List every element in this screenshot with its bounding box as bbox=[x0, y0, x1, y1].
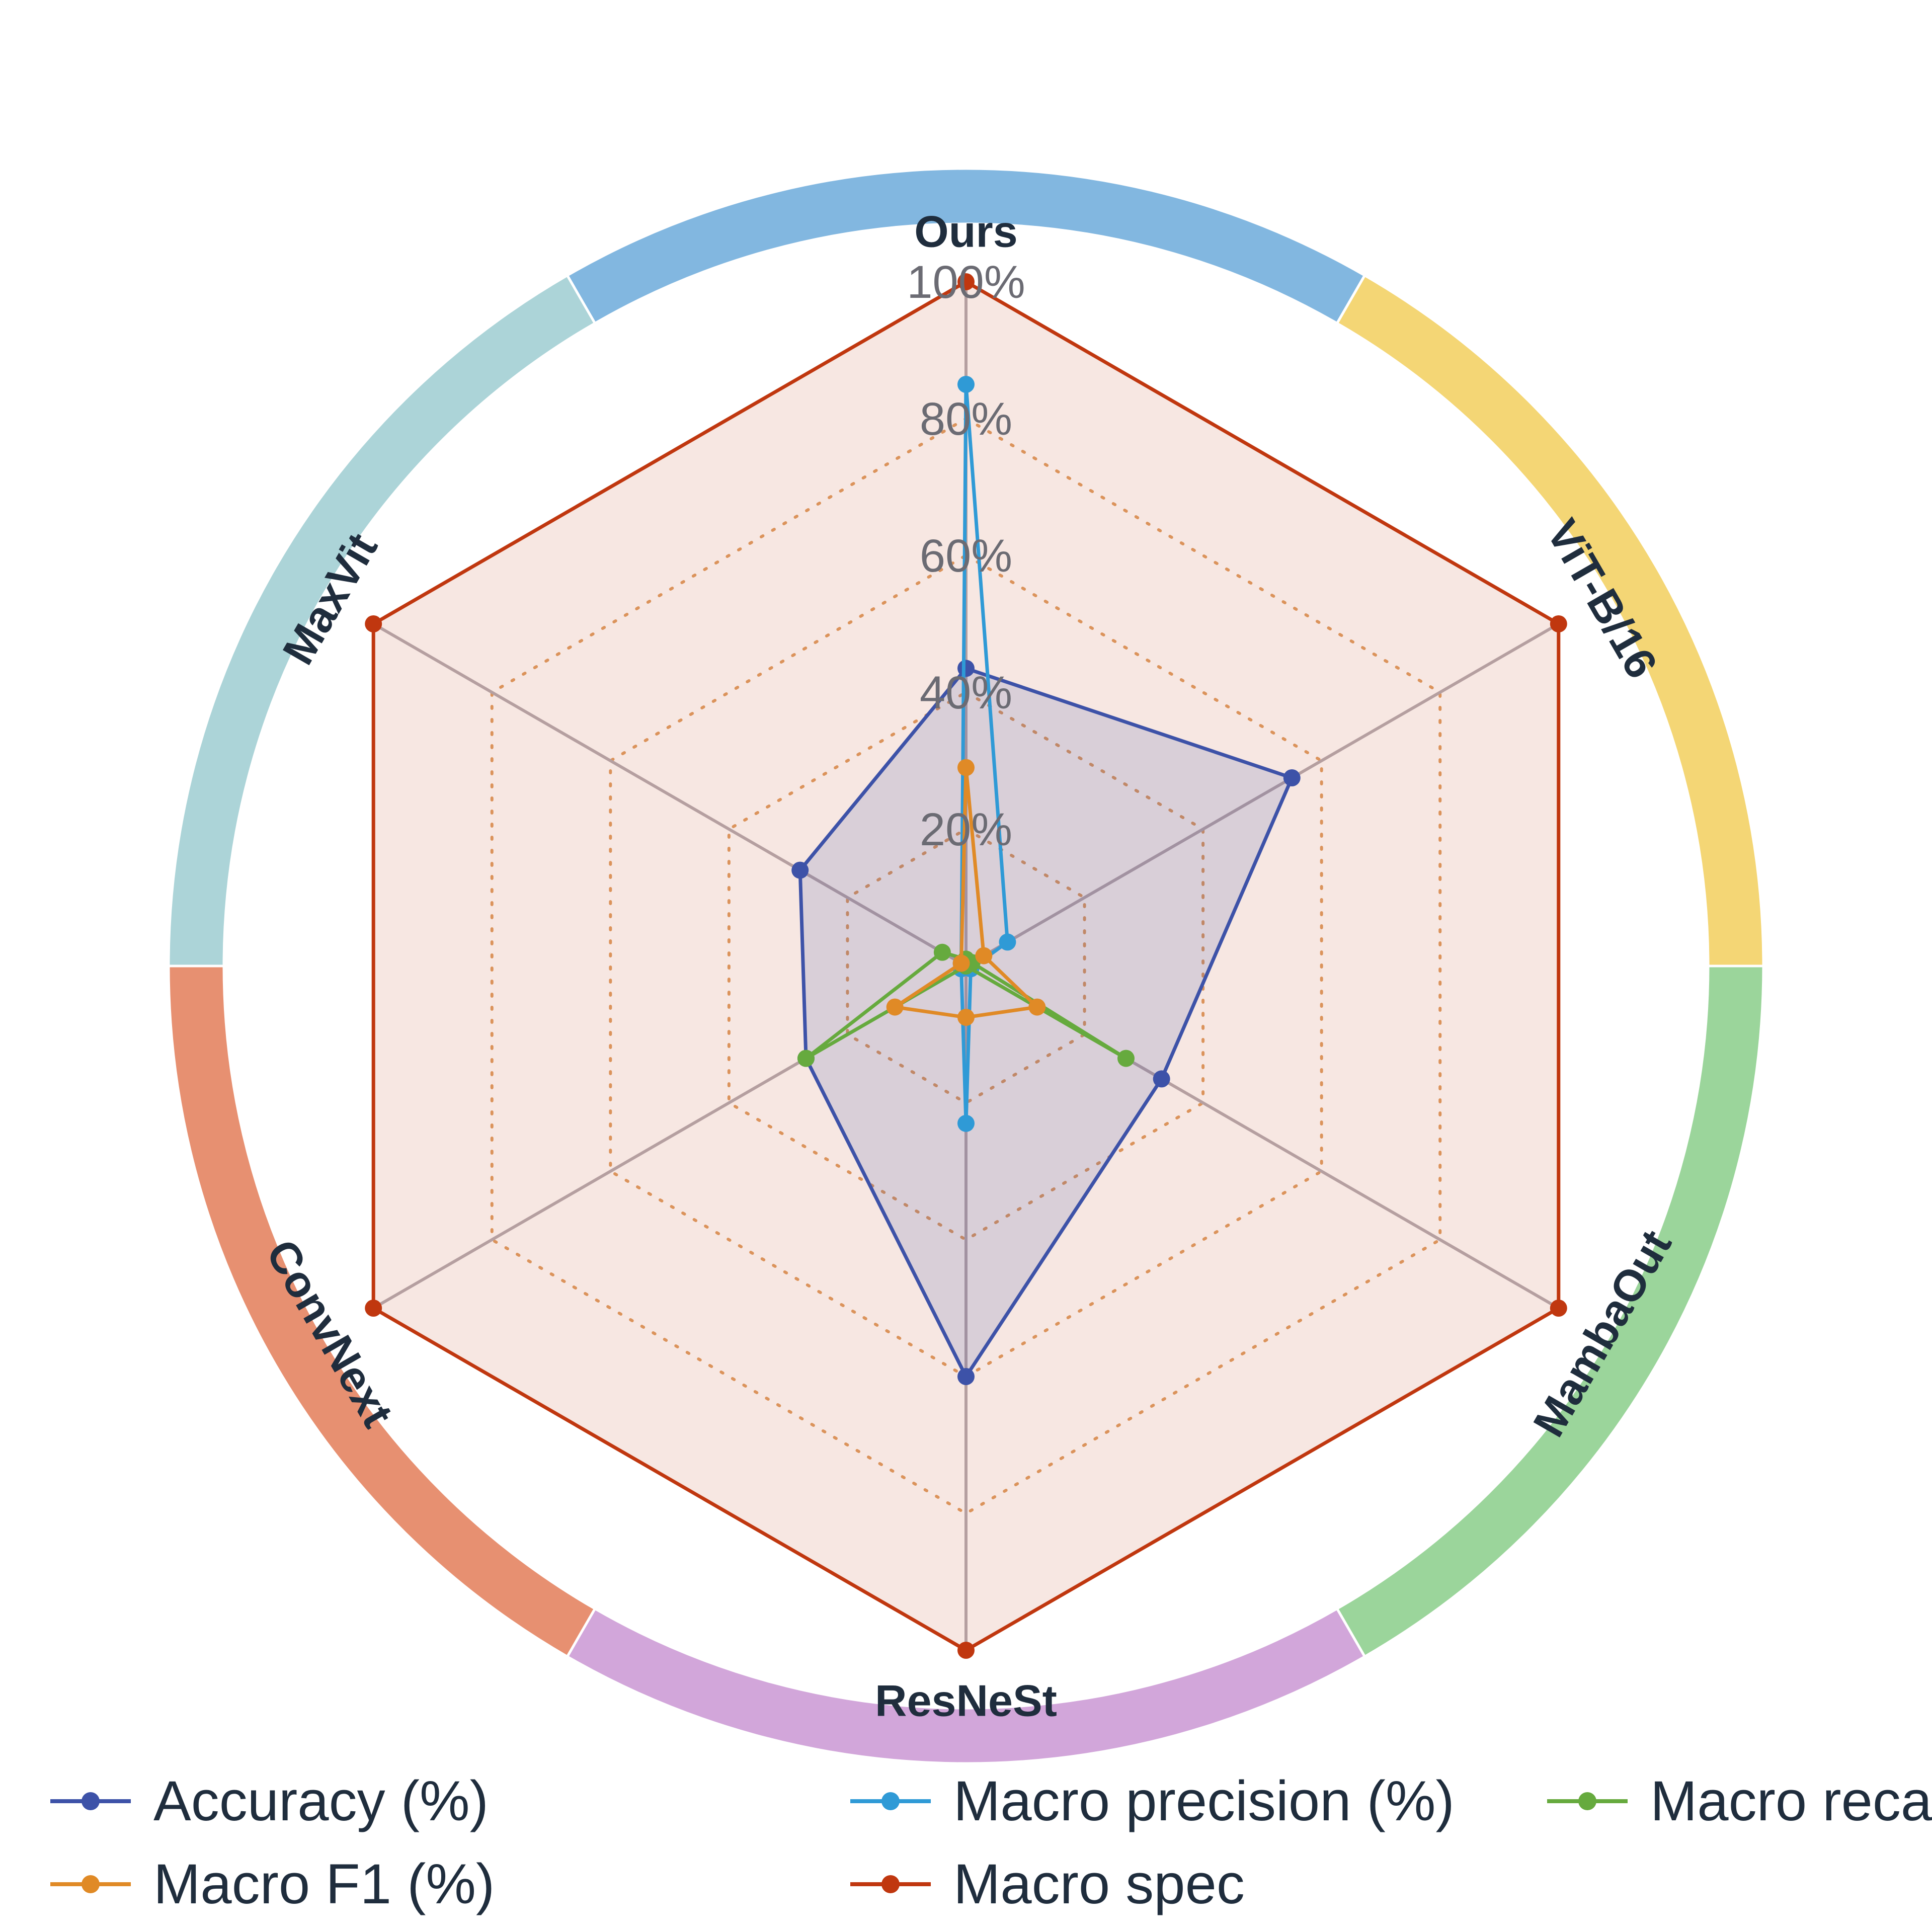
axis-label-resnest: ResNeSt bbox=[875, 1676, 1057, 1726]
series-point-macro-spec-mambaout bbox=[1550, 1300, 1567, 1317]
grid-spoke bbox=[372, 622, 967, 968]
series-point-macro-precision-vit-b-16 bbox=[999, 933, 1016, 951]
series-point-macro-precision-ours bbox=[957, 376, 975, 393]
series-point-macro-recall-convnext bbox=[797, 1050, 815, 1067]
legend-label: Macro precision (%) bbox=[953, 1769, 1455, 1832]
ring-segment-maxvit bbox=[167, 273, 597, 968]
series-lines bbox=[365, 273, 1567, 1659]
legend-label: Macro spec bbox=[953, 1853, 1245, 1915]
legend-swatch-marker bbox=[881, 1792, 900, 1810]
series-point-macro-f1-mambaout bbox=[1028, 998, 1046, 1016]
radial-tick-labels: 20% 40% 60% 80% 100% bbox=[907, 257, 1025, 855]
legend-label: Macro F1 (%) bbox=[153, 1853, 495, 1915]
tick-label: 20% bbox=[920, 804, 1012, 855]
legend-swatch-marker bbox=[1578, 1792, 1596, 1810]
legend-item-macro-precision: Macro precision (%) bbox=[850, 1769, 1455, 1832]
series-point-accuracy-vit-b-16 bbox=[1283, 769, 1301, 786]
series-point-accuracy-mambaout bbox=[1153, 1070, 1170, 1088]
series-point-macro-precision-resnest bbox=[957, 1114, 975, 1132]
series-point-macro-f1-resnest bbox=[957, 1009, 975, 1026]
axis-color-ring bbox=[167, 167, 1765, 1765]
series-point-macro-f1-maxvit bbox=[952, 954, 970, 972]
tick-label: 40% bbox=[920, 667, 1012, 718]
series-point-macro-spec-ours bbox=[957, 273, 975, 290]
legend-item-macro-f1: Macro F1 (%) bbox=[50, 1853, 495, 1915]
series-point-accuracy-ours bbox=[957, 660, 975, 677]
series-point-accuracy-maxvit bbox=[791, 861, 809, 879]
series-point-macro-f1-ours bbox=[957, 759, 975, 776]
legend-label: Macro recall (%) bbox=[1650, 1769, 1932, 1832]
series-point-accuracy-resnest bbox=[957, 1368, 975, 1385]
tick-label: 60% bbox=[920, 530, 1012, 582]
legend-item-macro-recall: Macro recall (%) bbox=[1547, 1769, 1932, 1832]
legend-swatch-marker bbox=[881, 1875, 900, 1893]
legend-item-macro-spec: Macro spec bbox=[850, 1853, 1245, 1915]
grid-spoke bbox=[965, 622, 1560, 968]
legend-swatch-marker bbox=[82, 1792, 100, 1810]
tick-label: 100% bbox=[907, 257, 1025, 308]
legend-item-accuracy: Accuracy (%) bbox=[50, 1769, 489, 1832]
series-area-accuracy bbox=[800, 668, 1292, 1377]
tick-label: 80% bbox=[920, 393, 1012, 445]
axis-label-ours: Ours bbox=[914, 207, 1017, 257]
series-point-macro-spec-vit-b-16 bbox=[1550, 615, 1567, 632]
legend-label: Accuracy (%) bbox=[153, 1769, 489, 1832]
series-point-macro-recall-mambaout bbox=[1117, 1050, 1135, 1067]
series-point-macro-f1-convnext bbox=[886, 998, 904, 1016]
legend-swatch-marker bbox=[82, 1875, 100, 1893]
legend: Accuracy (%) Macro precision (%) Macro rec… bbox=[50, 1769, 1932, 1915]
series-point-macro-recall-maxvit bbox=[933, 943, 951, 961]
series-point-macro-spec-maxvit bbox=[365, 615, 382, 632]
series-point-macro-spec-resnest bbox=[957, 1642, 975, 1659]
series-point-macro-f1-vit-b-16 bbox=[975, 947, 993, 964]
series-point-macro-spec-convnext bbox=[365, 1300, 382, 1317]
